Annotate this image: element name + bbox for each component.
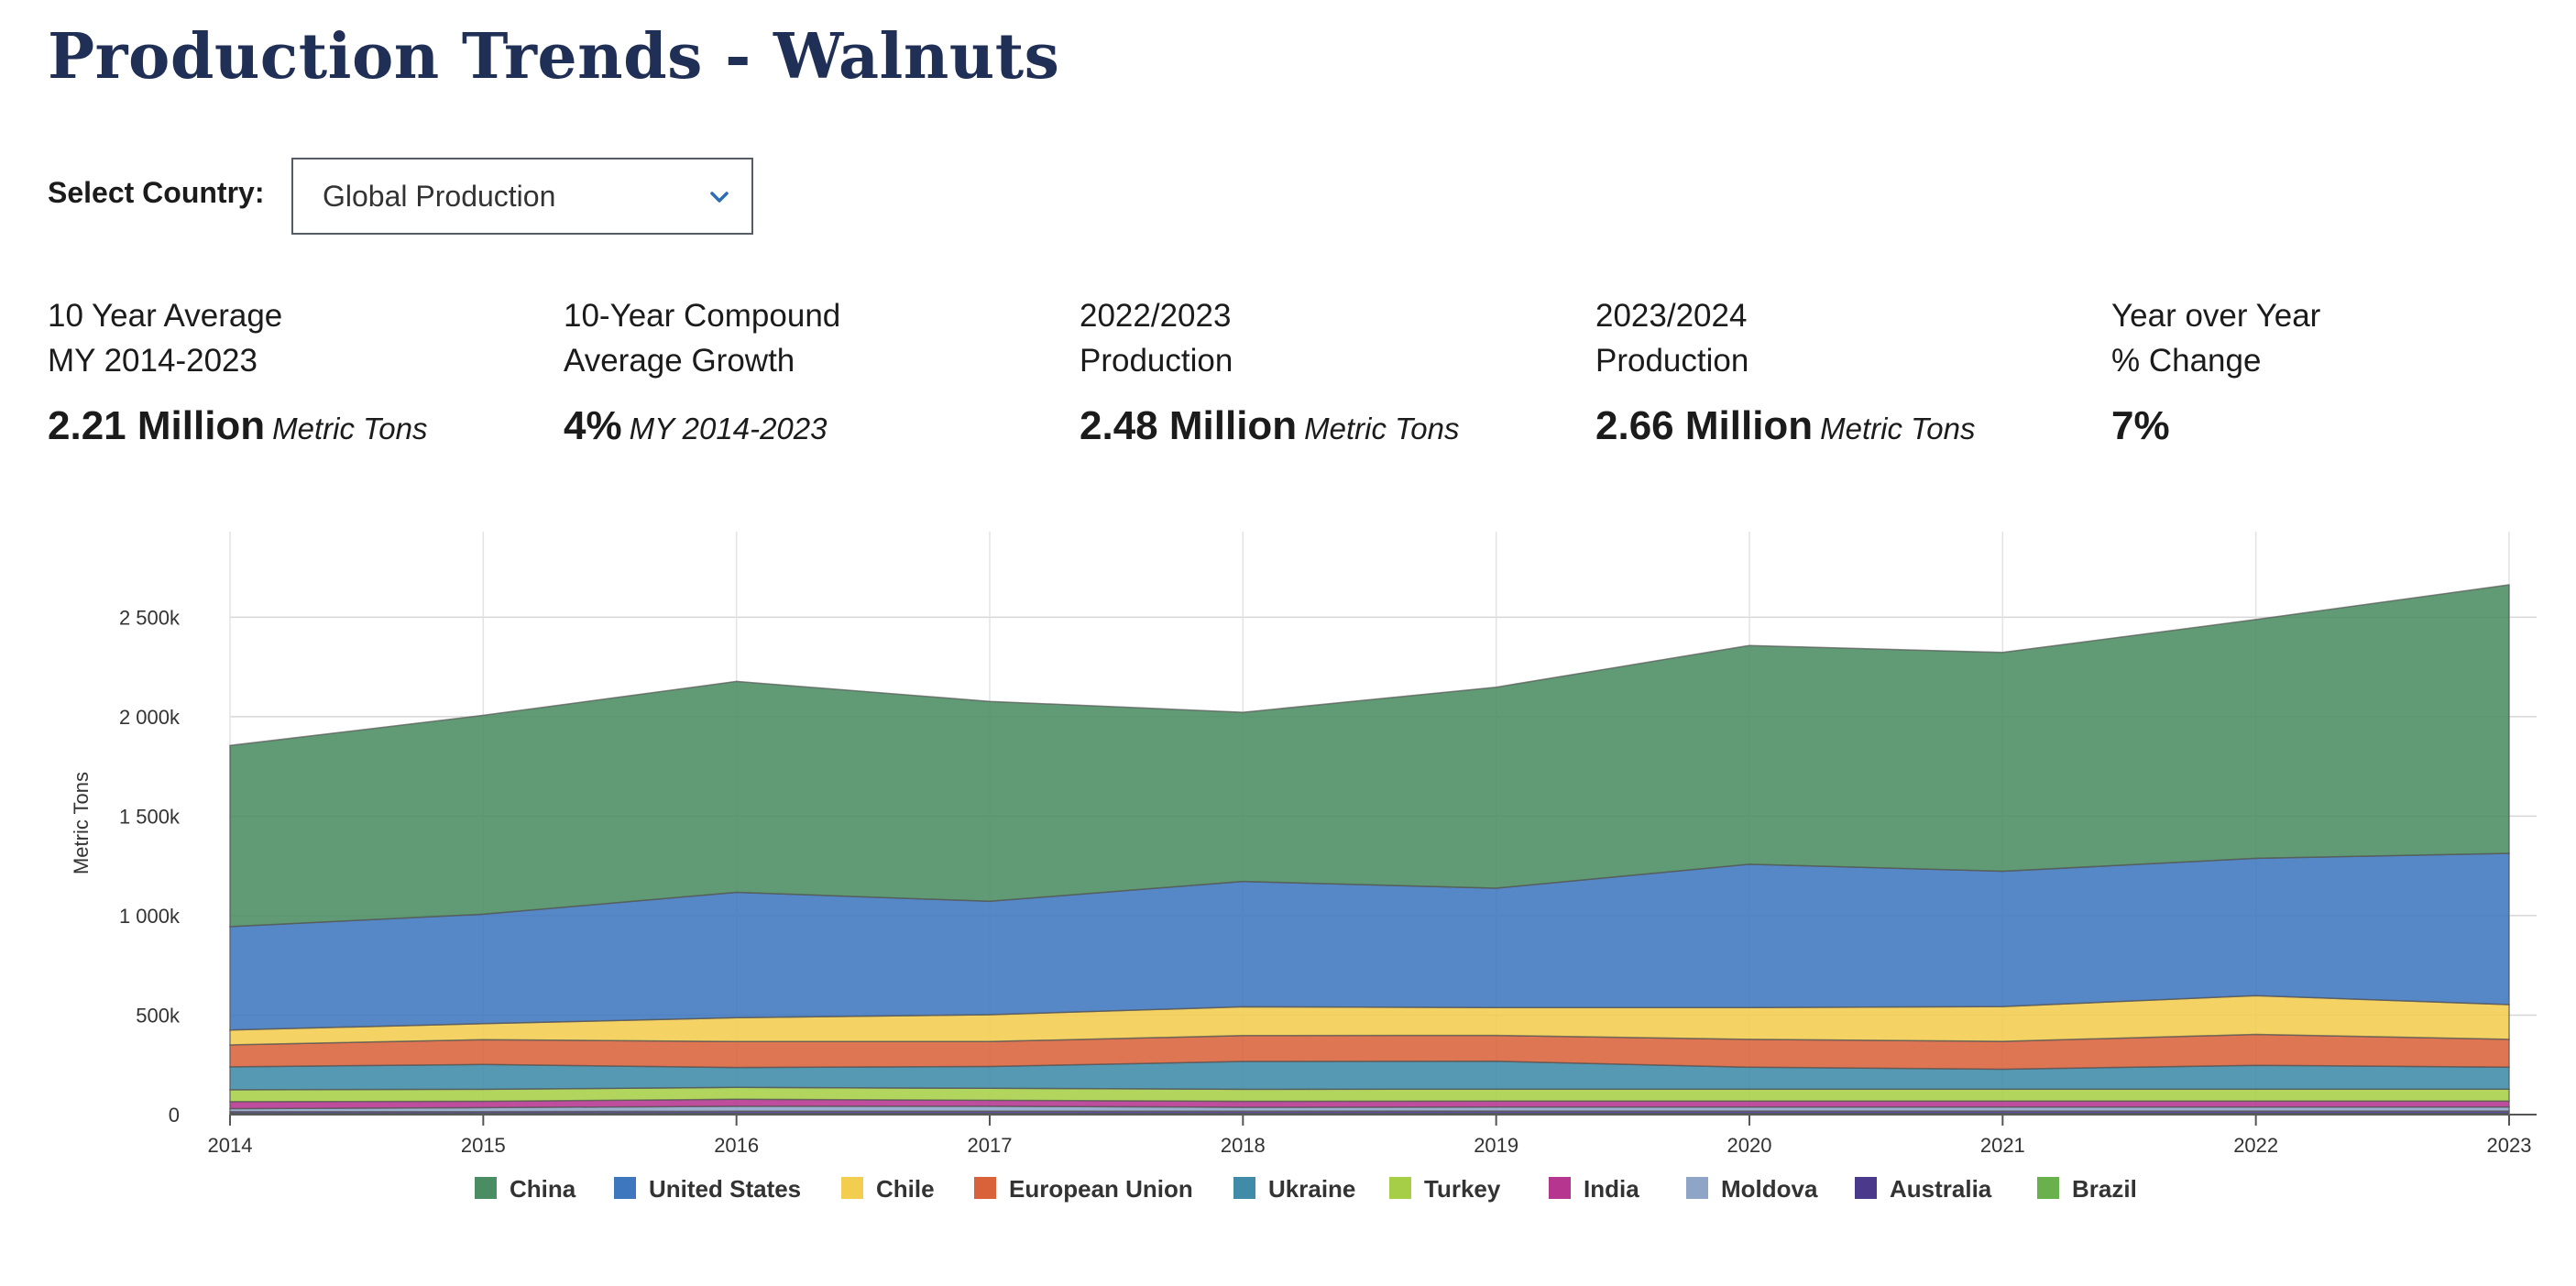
stat-line1: 2022/2023 [1080, 298, 1232, 334]
stat-value-row: 2.66 Million Metric Tons [1595, 403, 2090, 449]
y-tick-label: 0 [169, 1104, 180, 1127]
legend-swatch-brazil [2037, 1177, 2059, 1199]
country-select-label: Select Country: [48, 176, 265, 209]
legend-swatch-turkey [1389, 1177, 1411, 1199]
stat-value: 4% [564, 403, 622, 448]
chevron-down-icon [710, 192, 729, 203]
y-tick-label: 500k [136, 1004, 181, 1027]
stat-line1: 2023/2024 [1595, 298, 1748, 334]
production-chart: 0 500k 1 000k 1 500k 2 000k 2 500k 2014 2015 201… [0, 513, 2576, 1247]
area-series-china [229, 584, 2510, 928]
legend-swatch-european-union [974, 1177, 996, 1199]
x-tick-label: 2019 [1474, 1134, 1518, 1157]
stat-value: 2.48 Million [1080, 403, 1298, 448]
legend-swatch-chile [841, 1177, 863, 1199]
legend-label-united-states: United States [649, 1175, 801, 1203]
x-tick-label: 2016 [714, 1134, 759, 1157]
stat-line2: Average Growth [564, 343, 795, 379]
legend-label-australia: Australia [1890, 1175, 1992, 1203]
stat-value: 7% [2111, 403, 2170, 448]
legend-swatch-australia [1855, 1177, 1877, 1199]
stat-value-row: 2.21 Million Metric Tons [48, 403, 543, 449]
stat-ten-year-average: 10 Year Average MY 2014-2023 2.21 Millio… [48, 293, 543, 449]
stat-production-2023-2024: 2023/2024 Production 2.66 Million Metric … [1595, 293, 2090, 449]
stacked-area-chart: 0 500k 1 000k 1 500k 2 000k 2 500k 2014 2015 201… [70, 532, 2537, 1203]
stat-line1: 10 Year Average [48, 298, 283, 334]
stat-line1: 10-Year Compound [564, 298, 841, 334]
y-axis-title: Metric Tons [70, 772, 93, 874]
legend-swatch-ukraine [1233, 1177, 1255, 1199]
legend-label-ukraine: Ukraine [1268, 1175, 1355, 1203]
x-tick-label: 2022 [2233, 1134, 2278, 1157]
stat-line2: % Change [2111, 343, 2262, 379]
y-tick-label: 2 000k [119, 706, 181, 729]
stat-value-row: 4% MY 2014-2023 [564, 403, 1058, 449]
stat-line1: Year over Year [2111, 298, 2321, 334]
stat-unit: Metric Tons [1820, 412, 1976, 445]
stat-line2: Production [1595, 343, 1749, 379]
x-tick-label: 2014 [208, 1134, 253, 1157]
legend-swatch-moldova [1686, 1177, 1708, 1199]
x-tick-label: 2018 [1221, 1134, 1266, 1157]
x-tick-label: 2021 [1980, 1134, 2025, 1157]
stat-value-row: 2.48 Million Metric Tons [1080, 403, 1574, 449]
y-tick-label: 1 500k [119, 805, 181, 828]
stat-line2: Production [1080, 343, 1233, 379]
x-tick-label: 2023 [2487, 1134, 2532, 1157]
legend-swatch-united-states [614, 1177, 636, 1199]
x-tick-label: 2015 [461, 1134, 506, 1157]
stat-line2: MY 2014-2023 [48, 343, 258, 379]
legend-swatch-india [1549, 1177, 1571, 1199]
legend-label-chile: Chile [876, 1175, 935, 1203]
stat-compound-growth: 10-Year Compound Average Growth 4% MY 201… [564, 293, 1058, 449]
stat-unit: Metric Tons [1304, 412, 1460, 445]
legend-label-china: China [510, 1175, 576, 1203]
stat-year-over-year: Year over Year % Change 7% [2111, 293, 2576, 449]
country-select-value: Global Production [323, 179, 556, 213]
x-tick-label: 2020 [1727, 1134, 1772, 1157]
legend-swatch-china [475, 1177, 497, 1199]
legend-label-moldova: Moldova [1721, 1175, 1818, 1203]
legend-label-european-union: European Union [1009, 1175, 1193, 1203]
y-tick-label: 2 500k [119, 606, 181, 629]
x-tick-label: 2017 [968, 1134, 1013, 1157]
stat-unit: MY 2014-2023 [629, 412, 828, 445]
stat-production-2022-2023: 2022/2023 Production 2.48 Million Metric … [1080, 293, 1574, 449]
stat-value: 2.21 Million [48, 403, 266, 448]
y-tick-label: 1 000k [119, 905, 181, 928]
legend-label-turkey: Turkey [1424, 1175, 1501, 1203]
country-select[interactable]: Global Production [291, 158, 753, 235]
stat-value: 2.66 Million [1595, 403, 1814, 448]
legend-label-brazil: Brazil [2072, 1175, 2137, 1203]
stat-value-row: 7% [2111, 403, 2576, 449]
stat-unit: Metric Tons [272, 412, 428, 445]
page-title: Production Trends - Walnuts [48, 20, 1060, 93]
legend-label-india: India [1584, 1175, 1639, 1203]
